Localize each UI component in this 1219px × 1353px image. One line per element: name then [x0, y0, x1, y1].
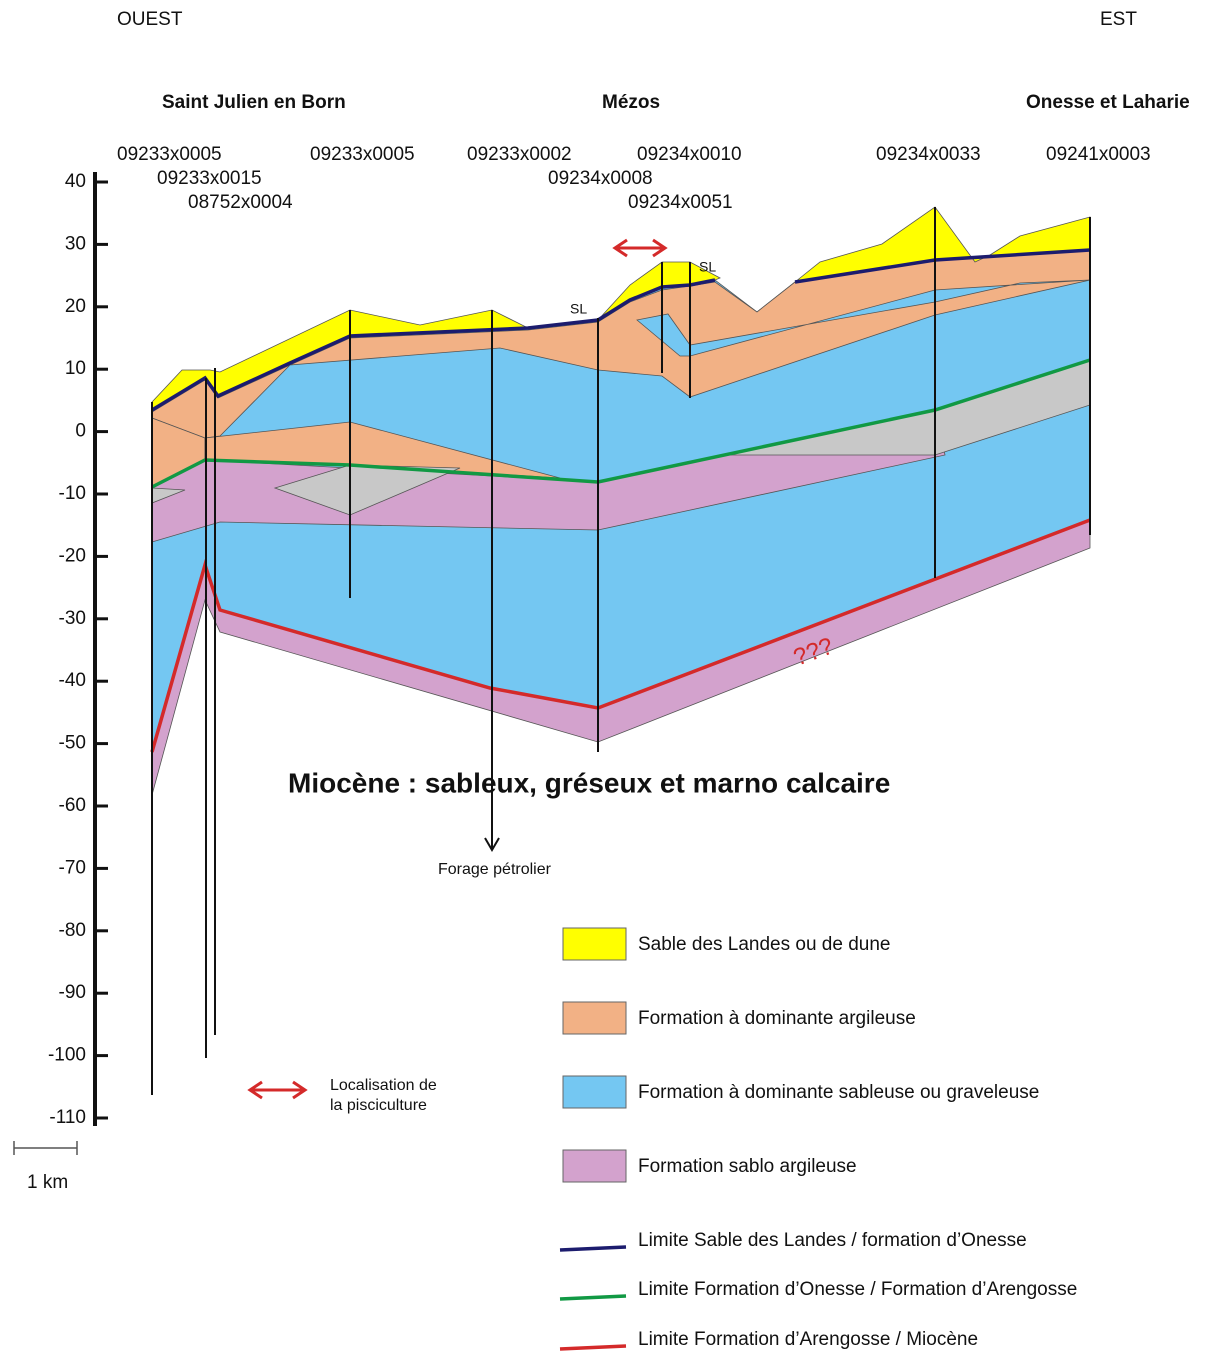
- borehole-label: 09233x0005: [310, 144, 415, 165]
- borehole-label: 09234x0010: [637, 144, 742, 165]
- sl: SL: [570, 301, 587, 317]
- tick-label: 20: [65, 296, 86, 317]
- borehole-label: 09234x0008: [548, 168, 653, 189]
- east: EST: [1100, 9, 1137, 30]
- tick-label: 0: [75, 421, 86, 442]
- legend-line: [559, 1245, 627, 1252]
- sand-lens: [636, 279, 1091, 357]
- boreholes: [151, 207, 1091, 1095]
- borehole-label: 09234x0033: [876, 144, 981, 165]
- legend-label: Formation à dominante argileuse: [638, 1008, 916, 1029]
- pisci-label: la pisciculture: [330, 1097, 427, 1114]
- pisci-label: Localisation de: [330, 1077, 437, 1094]
- pisci-arrow: [652, 238, 668, 258]
- tick-label: -60: [59, 795, 86, 816]
- tick-label: -70: [59, 857, 86, 878]
- tick-label: -50: [59, 733, 86, 754]
- legend-swatch: [562, 1149, 627, 1183]
- limit-onesse: [151, 358, 1091, 489]
- legend-line: [559, 1294, 627, 1301]
- borehole-label: 09241x0003: [1046, 144, 1151, 165]
- tick-label: -20: [59, 545, 86, 566]
- legend-arrow: [292, 1080, 308, 1100]
- tick-label: -80: [59, 920, 86, 941]
- tick-label: -100: [48, 1045, 86, 1066]
- tick-label: 40: [65, 171, 86, 192]
- pisci-arrow: [612, 238, 628, 258]
- legend-swatch: [562, 1075, 627, 1109]
- legend-label: Formation à dominante sableuse ou gravel…: [638, 1082, 1039, 1103]
- arrow-head: [484, 837, 500, 852]
- sl: SL: [699, 259, 716, 275]
- legend-swatch: [562, 1001, 627, 1035]
- tick-label: -110: [49, 1107, 86, 1128]
- limit-sand: [151, 278, 716, 412]
- tick-label: -10: [59, 483, 86, 504]
- tick-label: -90: [59, 982, 86, 1003]
- tick-label: 30: [65, 233, 86, 254]
- tick-label: 10: [65, 358, 86, 379]
- scale-label: 1 km: [27, 1172, 68, 1193]
- legend-line: [559, 1344, 627, 1351]
- borehole-label: 09233x0005: [117, 144, 222, 165]
- tick-label: -40: [59, 670, 86, 691]
- scale-bar: [13, 1141, 78, 1155]
- legend-label: Formation sablo argileuse: [638, 1156, 857, 1177]
- layers: [151, 206, 1091, 796]
- legend-label: Limite Formation d’Onesse / Formation d’…: [638, 1279, 1077, 1300]
- gray-lens: [273, 464, 461, 516]
- location: Mézos: [602, 92, 660, 113]
- legend-arrow: [247, 1080, 263, 1100]
- legend-label: Sable des Landes ou de dune: [638, 934, 891, 955]
- arrows: [247, 238, 668, 1100]
- limit-arengosse: [150, 518, 1091, 753]
- tick-label: -30: [59, 608, 86, 629]
- location: Onesse et Laharie: [1026, 92, 1190, 113]
- location: Saint Julien en Born: [162, 92, 346, 113]
- legend-label: Limite Sable des Landes / formation d’On…: [638, 1230, 1027, 1251]
- borehole-label: 09234x0051: [628, 192, 733, 213]
- miocene-label: Miocène : sableux, gréseux et marno calc…: [288, 767, 890, 798]
- legend-swatch: [562, 927, 627, 961]
- forage-label: Forage pétrolier: [438, 861, 552, 878]
- legend-label: Limite Formation d’Arengosse / Miocène: [638, 1329, 978, 1350]
- borehole-label: 08752x0004: [188, 192, 293, 213]
- borehole-label: 09233x0015: [157, 168, 262, 189]
- west: OUEST: [117, 9, 183, 30]
- borehole-label: 09233x0002: [467, 144, 572, 165]
